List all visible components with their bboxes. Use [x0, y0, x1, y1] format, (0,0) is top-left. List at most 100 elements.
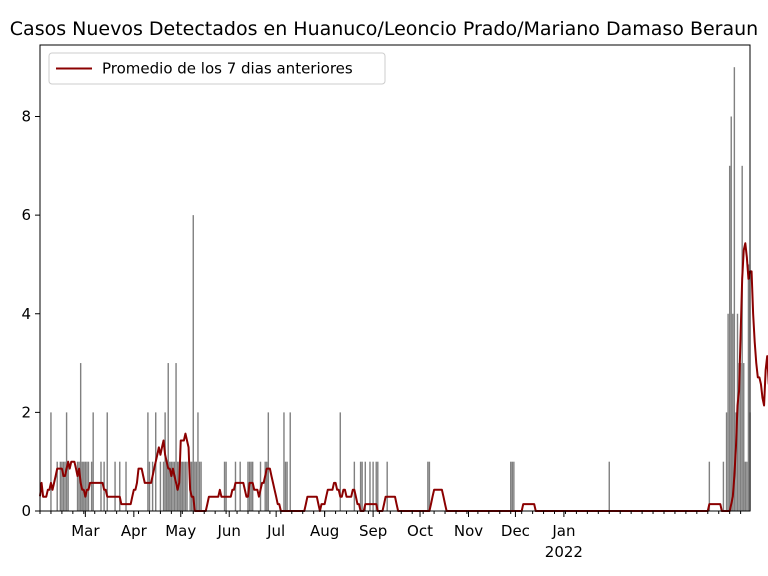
legend-label: Promedio de los 7 dias anteriores — [102, 60, 353, 78]
bar — [169, 461, 171, 511]
x-tick-label: Apr — [121, 522, 148, 540]
bar — [747, 264, 750, 511]
legend: Promedio de los 7 dias anteriores — [48, 52, 386, 85]
bar — [428, 461, 431, 511]
bar — [167, 363, 169, 511]
bar — [386, 461, 388, 511]
bar — [173, 461, 176, 511]
bar — [266, 461, 268, 511]
y-tick-label: 2 — [21, 403, 31, 421]
bar — [198, 461, 201, 511]
bar — [79, 363, 82, 511]
bar — [727, 313, 729, 511]
bar — [739, 363, 742, 511]
bar — [511, 461, 513, 511]
bar — [67, 461, 69, 511]
bar — [225, 461, 227, 511]
bar — [83, 461, 85, 511]
bar — [86, 461, 88, 511]
bar — [223, 461, 226, 511]
plot-frame — [39, 44, 751, 512]
bar — [50, 412, 52, 511]
bar — [119, 461, 121, 511]
bar — [264, 461, 266, 511]
bar — [744, 461, 747, 511]
bar — [56, 461, 58, 511]
bar — [64, 461, 66, 511]
x-tick-label: Jun — [217, 522, 241, 540]
bar — [194, 461, 196, 511]
bar — [608, 461, 610, 511]
bar — [172, 461, 174, 511]
bar — [364, 461, 366, 511]
bar — [732, 313, 734, 511]
bar — [725, 412, 728, 511]
bar — [738, 363, 740, 511]
bar — [369, 461, 371, 511]
bar — [59, 461, 62, 511]
bar — [125, 461, 127, 511]
x-tick-label: Dec — [501, 522, 530, 540]
bar — [61, 461, 63, 511]
x-tick-label: Sep — [359, 522, 387, 540]
bar — [283, 412, 285, 511]
bar — [722, 461, 725, 511]
bar — [372, 461, 374, 511]
bar — [267, 412, 270, 511]
y-tick-label: 0 — [21, 502, 31, 520]
bar — [186, 461, 188, 511]
axes-layer: 0 2 4 6 8 Mar Apr May Jun Jul Aug Sep Oct Nov Dec Jan 20… — [21, 44, 751, 561]
x-tick-label: May — [165, 522, 196, 540]
bar — [200, 461, 202, 511]
x-tick-label: Mar — [71, 522, 100, 540]
bar — [76, 461, 79, 511]
bar — [175, 363, 177, 511]
bar — [247, 461, 249, 511]
bar — [151, 461, 154, 511]
bar — [743, 363, 745, 511]
bar — [147, 412, 149, 511]
bar — [106, 412, 108, 511]
y-tick-label: 6 — [21, 206, 31, 224]
bar — [78, 461, 80, 511]
y-tick-label: 8 — [21, 108, 31, 126]
bar — [184, 461, 187, 511]
bar — [289, 412, 291, 511]
bar — [361, 461, 363, 511]
bar — [190, 461, 193, 511]
bar — [62, 461, 65, 511]
bar — [197, 412, 199, 511]
bar — [180, 461, 182, 511]
bar — [90, 461, 93, 511]
bar — [359, 461, 362, 511]
bar — [165, 461, 168, 511]
bar — [170, 461, 173, 511]
bar — [159, 461, 162, 511]
bar — [513, 461, 515, 511]
x-tick-year-label: 2022 — [545, 543, 583, 561]
y-tick-label: 4 — [21, 305, 31, 323]
bar — [746, 461, 748, 511]
bar — [192, 215, 194, 511]
bar — [148, 461, 151, 511]
bar — [339, 412, 341, 511]
x-tick-label: Jan — [551, 522, 575, 540]
x-tick-label: Nov — [454, 522, 483, 540]
bar — [510, 461, 512, 511]
bar — [353, 461, 356, 511]
bar — [728, 165, 731, 511]
bar — [183, 461, 185, 511]
bar — [427, 461, 429, 511]
bar — [181, 461, 184, 511]
bar — [100, 461, 102, 511]
bar — [162, 461, 165, 511]
bar — [239, 461, 241, 511]
bars-layer — [50, 67, 751, 511]
bar — [250, 461, 252, 511]
legend-box — [48, 52, 386, 85]
x-tick-label: Oct — [407, 522, 433, 540]
chart-title: Casos Nuevos Detectados en Huanuco/Leonc… — [10, 18, 758, 40]
bar — [733, 67, 736, 511]
x-tick-label: Aug — [310, 522, 339, 540]
